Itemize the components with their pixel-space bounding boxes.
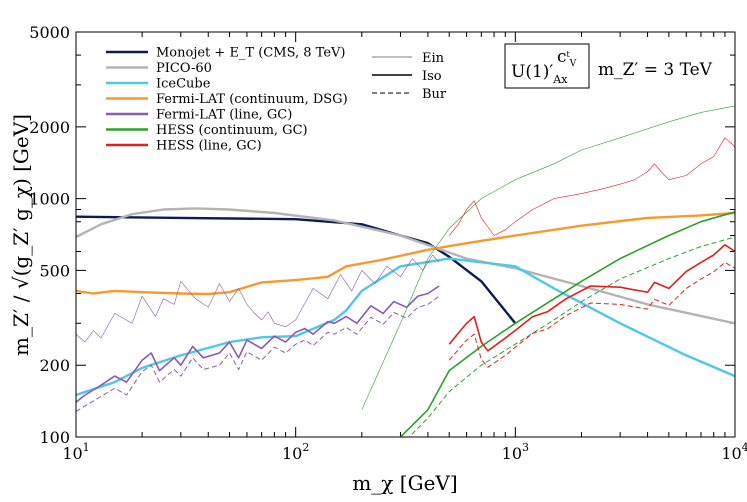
series-line-1-iso — [76, 215, 517, 325]
legend: Monojet + E_T (CMS, 8 TeV)PICO-60IceCube… — [106, 46, 348, 154]
series-line-5-bur — [76, 295, 440, 412]
legend-label: IceCube — [156, 77, 211, 92]
y-tick-label: 2000 — [29, 118, 70, 137]
y-tick-label: 100 — [39, 428, 70, 447]
mass-label: m_Z′ = 3 TeV — [598, 60, 713, 80]
tick-labels: 101 102 103 104 100 200 500 1000 2000 5000 — [29, 23, 747, 463]
x-tick-label: 103 — [502, 441, 529, 463]
legend-label: HESS (line, GC) — [156, 139, 262, 154]
y-axis-label: m_Z′ / √(g_Z′ g_χ) [GeV] — [9, 114, 33, 356]
x-tick-label: 102 — [282, 441, 309, 463]
legend-label: HESS (continuum, GC) — [156, 123, 308, 138]
style-label: Bur — [422, 87, 447, 102]
series-line-4-iso — [76, 211, 735, 296]
series-line-5-ein — [76, 254, 440, 343]
model-label-box: U(1)′Ax ctV m_Z′ = 3 TeV — [504, 43, 713, 89]
style-label: Iso — [422, 69, 442, 84]
y-tick-label: 200 — [39, 356, 70, 375]
line-style-legend: Ein Iso Bur — [372, 51, 447, 102]
x-tick-label: 101 — [62, 441, 89, 463]
legend-label: Monojet + E_T (CMS, 8 TeV) — [156, 46, 346, 61]
series-layer — [76, 105, 735, 437]
legend-label: Fermi-LAT (line, GC) — [156, 108, 292, 123]
model-superscript: ctV — [557, 47, 577, 69]
legend-label: PICO-60 — [156, 61, 212, 76]
series-line-3-iso — [76, 257, 735, 397]
y-tick-label: 1000 — [29, 190, 70, 209]
series-line-2-iso — [76, 207, 735, 325]
plot-frame — [75, 31, 736, 438]
series-line-6-ein — [361, 105, 735, 410]
x-axis-label: m_χ [GeV] — [352, 471, 457, 495]
y-tick-label: 500 — [39, 261, 70, 280]
legend-label: Fermi-LAT (continuum, DSG) — [156, 92, 348, 107]
series-line-7-iso — [448, 244, 735, 352]
y-tick-label: 5000 — [29, 23, 70, 42]
series-line-6-bur — [408, 236, 735, 437]
series-line-6-iso — [399, 211, 735, 437]
series-line-7-bur — [448, 261, 735, 368]
x-tick-label: 104 — [721, 441, 747, 463]
model-label: U(1)′Ax — [511, 62, 568, 86]
style-label: Ein — [422, 51, 445, 66]
series-line-5-iso — [76, 285, 440, 403]
series-line-7-ein — [448, 137, 735, 236]
